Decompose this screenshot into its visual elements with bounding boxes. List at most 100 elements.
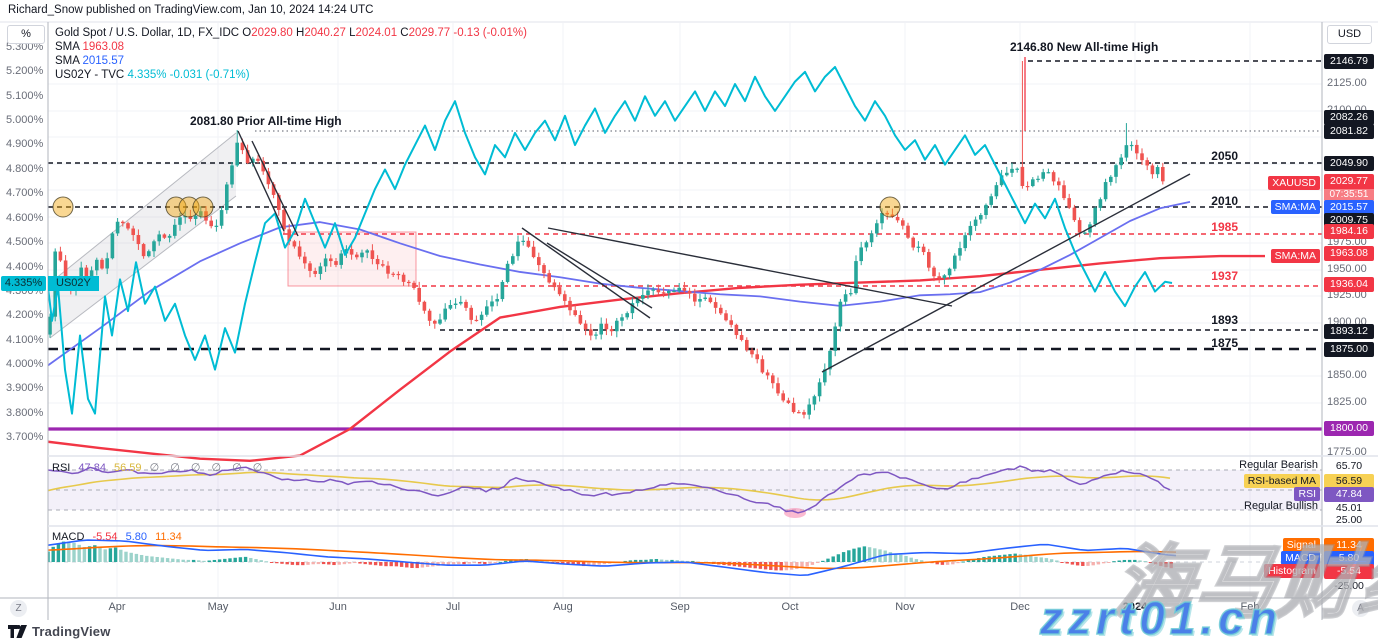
open-label: O — [242, 27, 252, 39]
price-chip-1800.00: 1800.00 — [1324, 421, 1374, 436]
left-axis-tick: 5.000% — [6, 114, 44, 126]
price-chip--25.00: -25.00 — [1334, 580, 1364, 592]
rsi-pane-title[interactable]: RSI 47.84 56.59 ∅ ∅ ∅ ∅ ∅ ∅ — [52, 461, 271, 474]
price-chip-1984.16: 1984.16 — [1324, 224, 1374, 239]
level-text-1875: 1875 — [1211, 336, 1238, 350]
trendline — [251, 140, 299, 237]
left-axis-tick: 4.700% — [6, 187, 44, 199]
left-axis-tick: 5.100% — [6, 90, 44, 102]
macd-chip-macd: MACD — [1281, 551, 1320, 565]
price-chip-1893.12: 1893.12 — [1324, 324, 1374, 339]
us02y-series-tag: US02Y — [48, 276, 99, 291]
footer-brand[interactable]: TradingView — [8, 624, 111, 639]
series-tag-xauusd: XAUUSD — [1268, 176, 1320, 190]
legend-sma-blue-row[interactable]: SMA 2015.57 — [55, 54, 527, 68]
level-text-1985: 1985 — [1211, 220, 1238, 234]
trendline — [547, 227, 953, 307]
sma-red-label: SMA — [55, 41, 80, 53]
low-value: 2024.01 — [355, 27, 398, 39]
rsi-ma-line — [48, 471, 1171, 501]
rsi-chip-rsi-based-ma: RSI-based MA — [1243, 474, 1320, 488]
left-axis-tick: 5.300% — [6, 41, 44, 53]
annotation-prior-ath: 2081.80 Prior All-time High — [190, 114, 342, 128]
series-tag-sma:ma: SMA:MA — [1270, 200, 1320, 214]
macd-pane-title[interactable]: MACD -5.54 5.80 11.34 — [52, 531, 187, 543]
price-chip-5.80: 5.80 — [1324, 551, 1374, 566]
left-axis-tick: 3.700% — [6, 431, 44, 443]
sma-blue-value: 2015.57 — [82, 55, 125, 67]
rsi-oversold-marker — [784, 508, 806, 518]
us02y-value: 4.335% — [127, 69, 167, 81]
right-axis-tick: 1925.00 — [1327, 289, 1367, 301]
level-text-2010: 2010 — [1211, 194, 1238, 208]
macd-signal-value: 11.34 — [155, 531, 182, 543]
open-value: 2029.80 — [251, 27, 293, 39]
price-chip-56.59: 56.59 — [1324, 474, 1374, 489]
left-axis-tick: 4.200% — [6, 309, 44, 321]
series-tag-sma:ma: SMA:MA — [1270, 249, 1320, 263]
price-chip-25.00: 25.00 — [1335, 514, 1363, 526]
low-label: L — [349, 27, 356, 39]
price-chip-1936.04: 1936.04 — [1324, 277, 1374, 292]
rsi-empty-params: ∅ ∅ ∅ ∅ ∅ ∅ — [149, 462, 267, 474]
legend-symbol-row[interactable]: Gold Spot / U.S. Dollar, 1D, FX_IDC O202… — [55, 26, 527, 40]
price-chip-2146.79: 2146.79 — [1324, 54, 1374, 69]
percent-scale-button[interactable]: % — [7, 25, 45, 44]
high-value: 2040.27 — [304, 27, 346, 39]
rsi-value: 47.84 — [78, 462, 106, 474]
time-label-Nov: Nov — [895, 601, 915, 613]
time-label-Sep: Sep — [670, 601, 690, 613]
us02y-axis-value-chip: 4.335% — [1, 276, 46, 291]
price-chip-2049.90: 2049.90 — [1324, 156, 1374, 171]
time-label-Dec: Dec — [1010, 601, 1030, 613]
trendline — [521, 227, 651, 319]
timezone-button[interactable]: Z — [10, 600, 27, 617]
close-value: 2029.77 — [408, 27, 451, 39]
sma-blue-line — [48, 201, 1191, 367]
left-axis-tick: 4.100% — [6, 334, 44, 346]
pane-content — [48, 23, 1322, 597]
rsi-chip-rsi: RSI — [1294, 487, 1320, 501]
time-label-Apr: Apr — [108, 601, 126, 613]
us02y-change: -0.031 (-0.71%) — [169, 69, 250, 81]
trendline — [546, 242, 653, 309]
symbol-title[interactable]: Gold Spot / U.S. Dollar, 1D, FX_IDC — [55, 27, 240, 39]
legend-sma-red-row[interactable]: SMA 1963.08 — [55, 40, 527, 54]
sma-red-value: 1963.08 — [82, 41, 125, 53]
circle-marker — [52, 196, 74, 218]
usd-scale-button[interactable]: USD — [1327, 25, 1372, 44]
time-label-Aug: Aug — [553, 601, 573, 613]
auto-scale-button[interactable]: A — [1352, 600, 1369, 617]
circle-marker — [165, 196, 187, 218]
left-axis-tick: 3.800% — [6, 407, 44, 419]
close-label: C — [400, 27, 409, 39]
price-chip-2029.77: 2029.77 07:35:51 — [1324, 174, 1374, 201]
macd-title: MACD — [52, 531, 85, 543]
rsi-label-regular-bullish: Regular Bullish — [1244, 500, 1318, 512]
change-value: -0.13 (-0.01%) — [453, 27, 527, 39]
price-chip--5.54: -5.54 — [1324, 564, 1374, 579]
rsi-line — [48, 465, 1171, 514]
macd-chip-signal: Signal — [1282, 538, 1320, 552]
rsi-ma-value: 56.59 — [114, 462, 142, 474]
tradingview-logo-icon — [8, 625, 27, 638]
rsi-label-regular-bearish: Regular Bearish — [1239, 459, 1318, 471]
price-chip-1963.08: 1963.08 — [1324, 246, 1374, 261]
price-chip-11.34: 11.34 — [1324, 538, 1374, 553]
left-axis-tick: 3.900% — [6, 382, 44, 394]
macd-chip-histogram: Histogram — [1264, 564, 1320, 578]
us02y-line — [48, 65, 1173, 415]
left-axis-tick: 4.500% — [6, 236, 44, 248]
right-axis-tick: 1825.00 — [1327, 396, 1367, 408]
right-axis-tick: 1850.00 — [1327, 369, 1367, 381]
time-label-Oct: Oct — [781, 601, 799, 613]
price-chip-2015.57: 2015.57 — [1324, 200, 1374, 215]
rsi-title: RSI — [52, 462, 71, 474]
legend-us02y-row[interactable]: US02Y - TVC 4.335% -0.031 (-0.71%) — [55, 68, 527, 82]
sma-blue-label: SMA — [55, 55, 80, 67]
left-axis-tick: 4.400% — [6, 261, 44, 273]
left-axis-tick: 4.900% — [6, 138, 44, 150]
price-chip-2082.26: 2082.26 — [1324, 110, 1374, 125]
